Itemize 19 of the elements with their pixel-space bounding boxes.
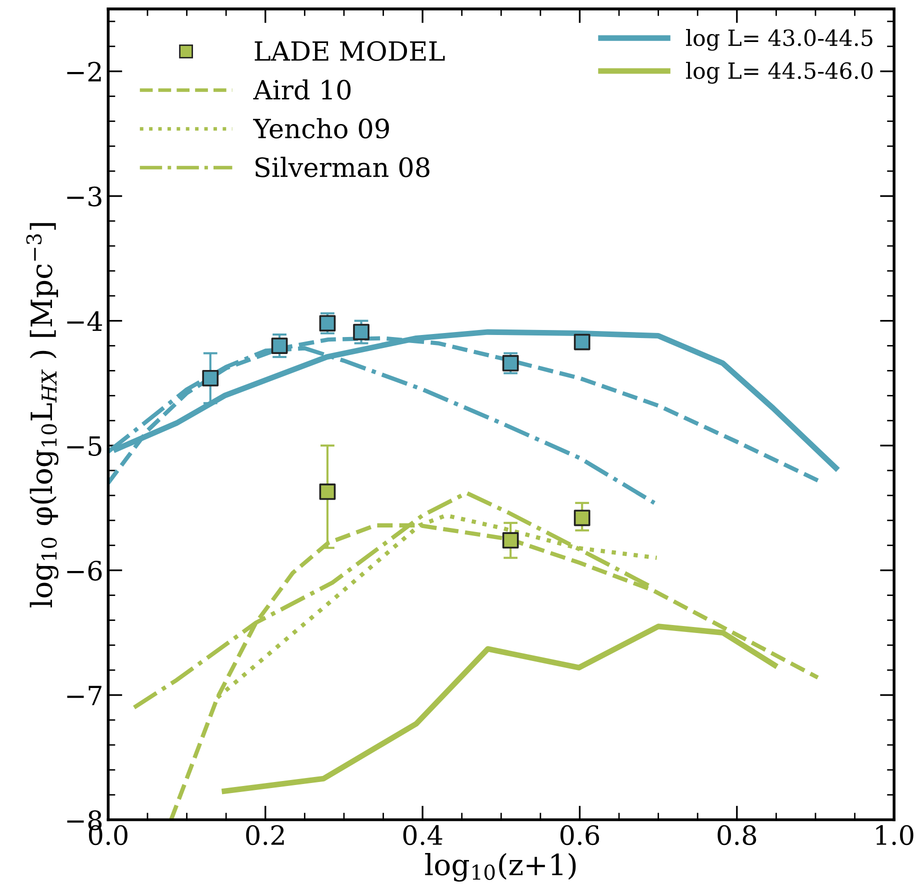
y-tick-label: −5 [67, 436, 102, 456]
y-tick-label: −4 [67, 311, 102, 331]
x-tick-label: 0.6 [560, 825, 600, 846]
legend-label: log L= 44.5-46.0 [686, 62, 873, 84]
x-tick-label: 0.2 [246, 825, 284, 846]
legend-label: LADE MODEL [254, 41, 445, 62]
x-axis-title: log$_{10}$(z+1) [425, 852, 576, 882]
legend-label: log L= 43.0-44.5 [686, 28, 872, 51]
y-tick-label: −7 [67, 686, 102, 706]
legend-label: Yencho 09 [253, 118, 389, 138]
legend-label: Silverman 08 [256, 156, 430, 178]
x-tick-label: 1.0 [876, 825, 914, 846]
x-tick-label: 0.4 [403, 825, 442, 846]
text: log$_{10}$ φ(log$_{10}$L$_{HX}$ ) [Mpc$^{−3}$] [26, 223, 58, 608]
y-tick-label: −3 [67, 186, 102, 206]
y-tick-label: −6 [67, 560, 102, 581]
legend-label: Aird 10 [253, 79, 351, 100]
x-tick-label: 0.8 [718, 825, 756, 846]
y-tick-label: −2 [67, 62, 101, 82]
